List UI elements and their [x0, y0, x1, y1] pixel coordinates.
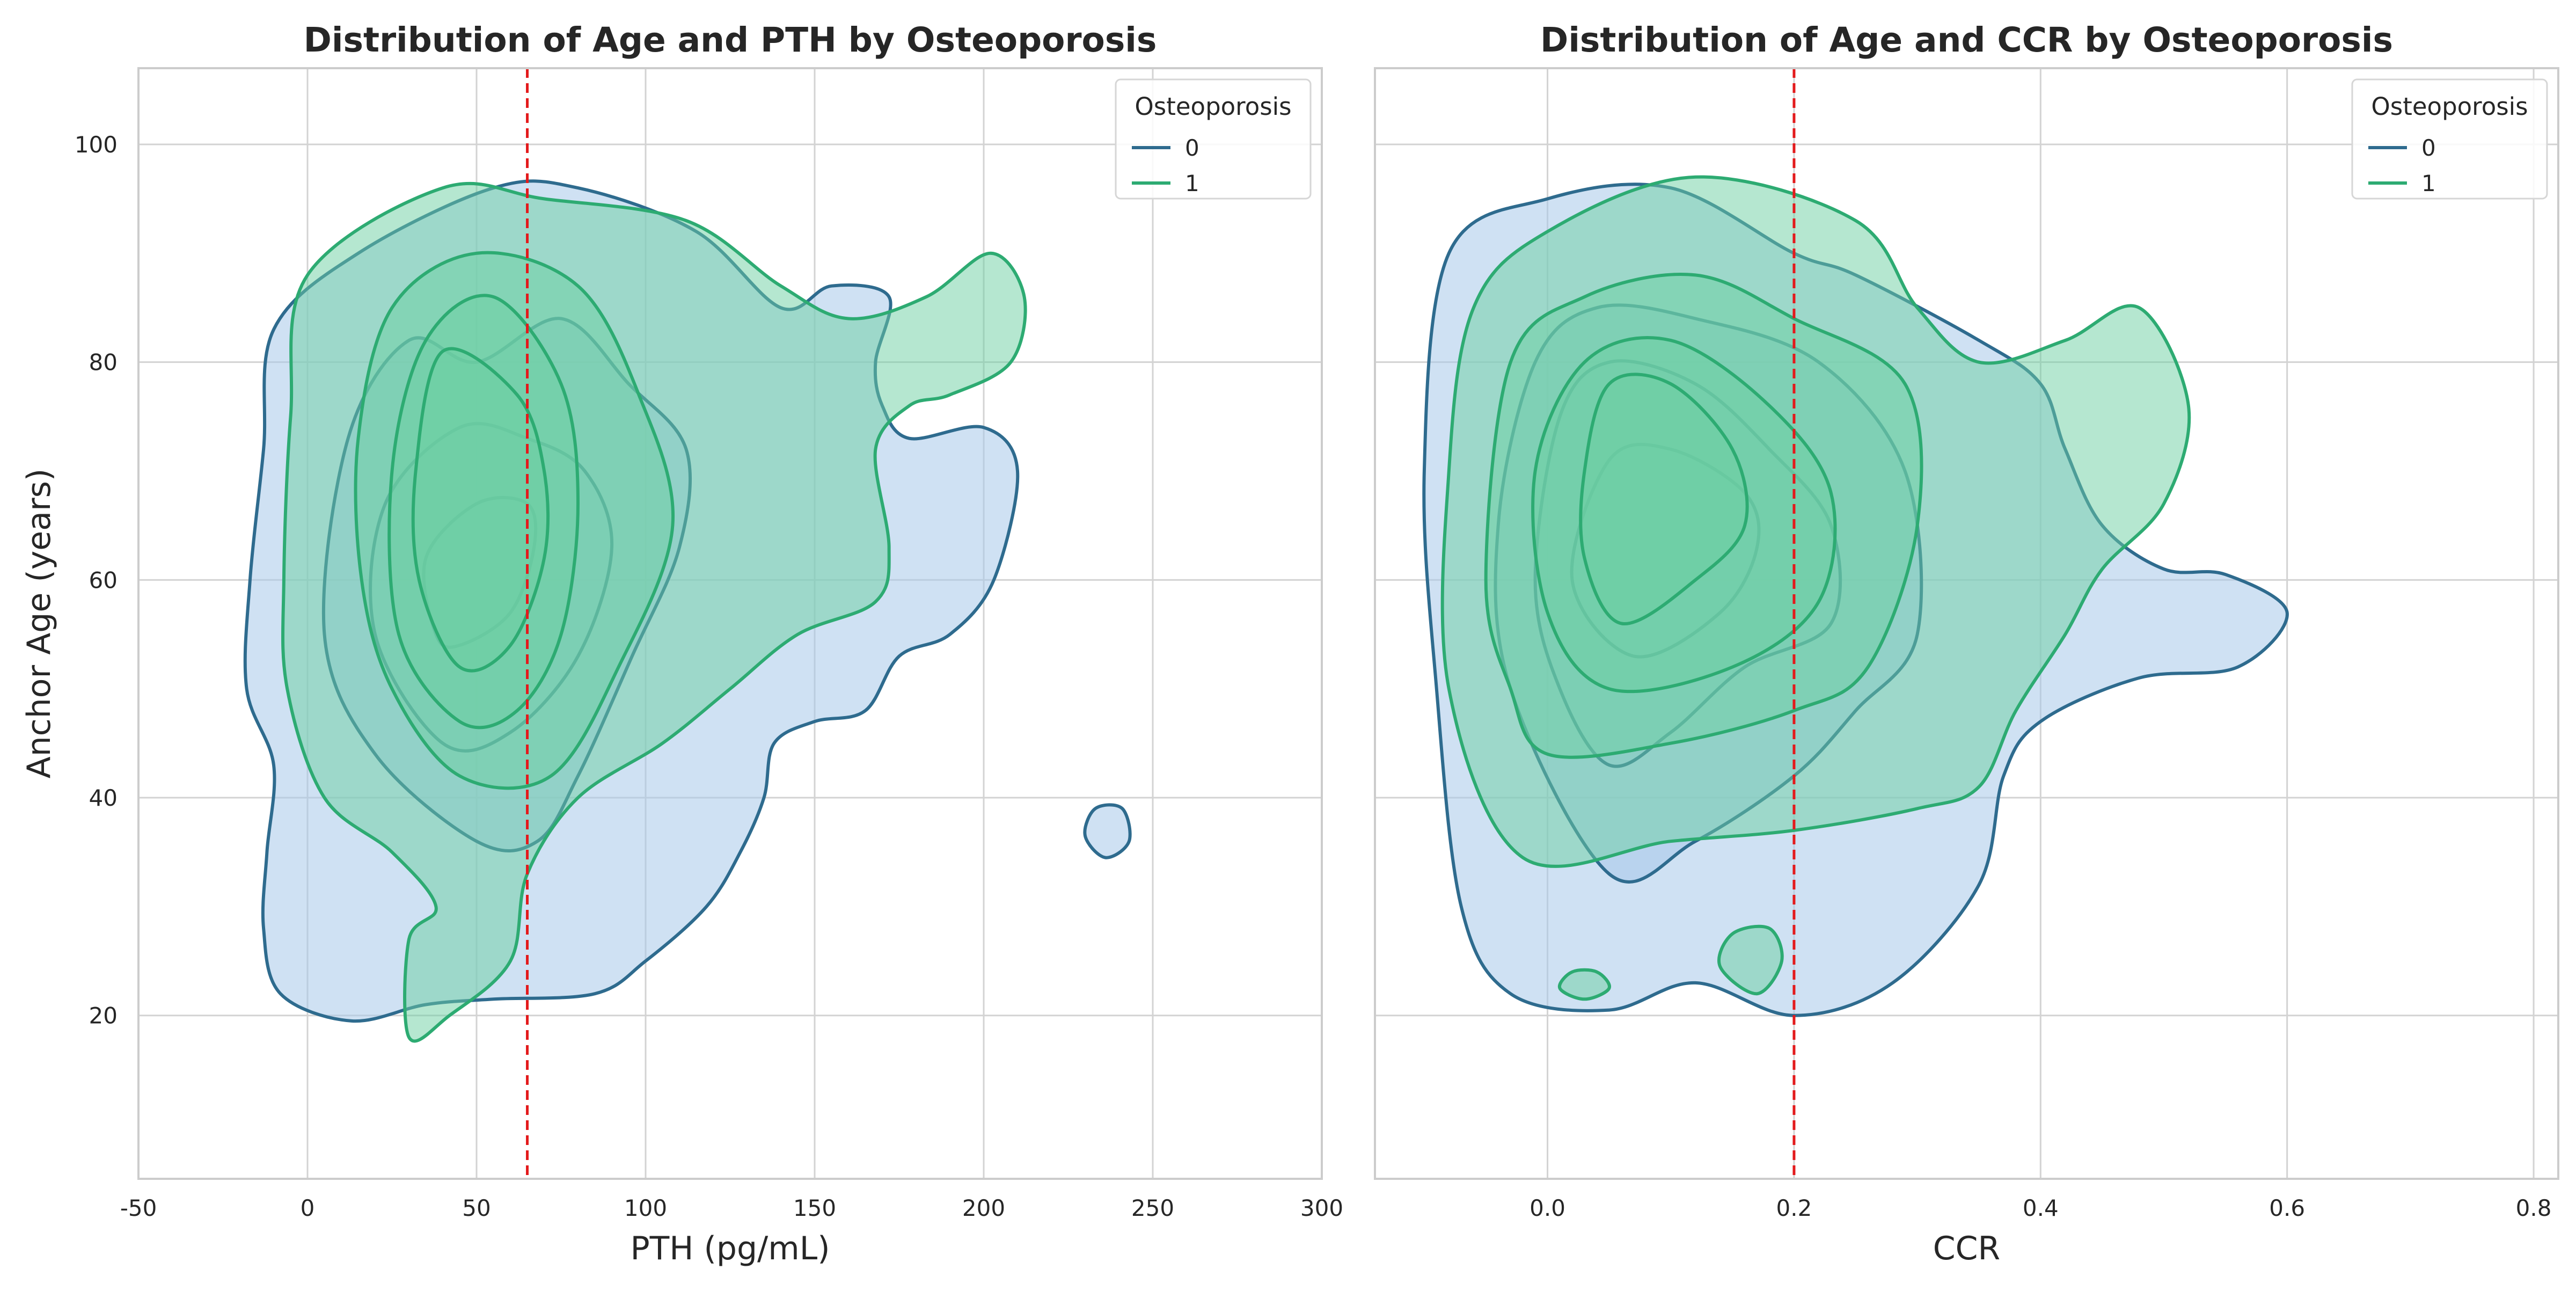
contour-level-1-6 — [1557, 968, 1611, 1001]
x-tick-label: 200 — [962, 1195, 1005, 1221]
legend-label-1: 1 — [1185, 170, 1199, 196]
x-tick-label: 0.8 — [2516, 1195, 2552, 1221]
series-1 — [281, 181, 1027, 1043]
contours — [243, 179, 1132, 1043]
contour-level-1-4 — [1579, 373, 1749, 626]
contours — [1422, 175, 2289, 1017]
y-tick-label: 100 — [75, 132, 118, 158]
legend-title: Osteoporosis — [2371, 92, 2528, 121]
y-tick-label: 40 — [89, 785, 118, 811]
x-tick-label: 0.6 — [2269, 1195, 2305, 1221]
y-tick-label: 20 — [89, 1003, 118, 1029]
legend-title: Osteoporosis — [1135, 92, 1291, 121]
axes-frame — [1374, 67, 2559, 1180]
y-tick-label: 60 — [89, 567, 118, 593]
contour-level-1-5 — [1717, 924, 1784, 996]
series-1 — [1440, 175, 2191, 1001]
x-axis-label: CCR — [1933, 1230, 2000, 1267]
x-tick-label: 0.4 — [2023, 1195, 2059, 1221]
x-tick-label: 0.2 — [1776, 1195, 1812, 1221]
x-tick-label: 0 — [301, 1195, 315, 1221]
chart-panel-2: 0.0 0.2 0.4 0.6 0.8 CCR Distribution of Age an… — [1374, 20, 2559, 1267]
x-tick-label: 100 — [624, 1195, 667, 1221]
chart-panel-1: -50 0 50 100 150 200 250 300 20 40 60 80 100 PTH (pg/… — [20, 20, 1343, 1267]
x-tick-label: 300 — [1300, 1195, 1343, 1221]
contour-level-0-5 — [1083, 803, 1132, 859]
legend: Osteoporosis 0 1 — [1115, 78, 1312, 200]
legend-label-1: 1 — [2421, 170, 2436, 196]
y-tick-label: 80 — [89, 349, 118, 376]
x-tick-label: 50 — [462, 1195, 491, 1221]
x-tick-label: 150 — [793, 1195, 836, 1221]
chart-title: Distribution of Age and CCR by Osteoporo… — [1540, 20, 2393, 60]
legend-box — [1115, 78, 1312, 200]
x-tick-label: -50 — [120, 1195, 157, 1221]
legend-box — [2351, 78, 2548, 200]
axes-frame — [137, 67, 1323, 1180]
x-tick-label: 250 — [1131, 1195, 1174, 1221]
legend-label-0: 0 — [2421, 135, 2436, 161]
chart-title: Distribution of Age and PTH by Osteoporo… — [304, 20, 1157, 60]
legend-label-0: 0 — [1185, 135, 1199, 161]
x-tick-label: 0.0 — [1529, 1195, 1565, 1221]
y-axis-label: Anchor Age (years) — [20, 469, 58, 779]
legend: Osteoporosis 0 1 — [2351, 78, 2548, 200]
x-axis-label: PTH (pg/mL) — [630, 1230, 830, 1267]
